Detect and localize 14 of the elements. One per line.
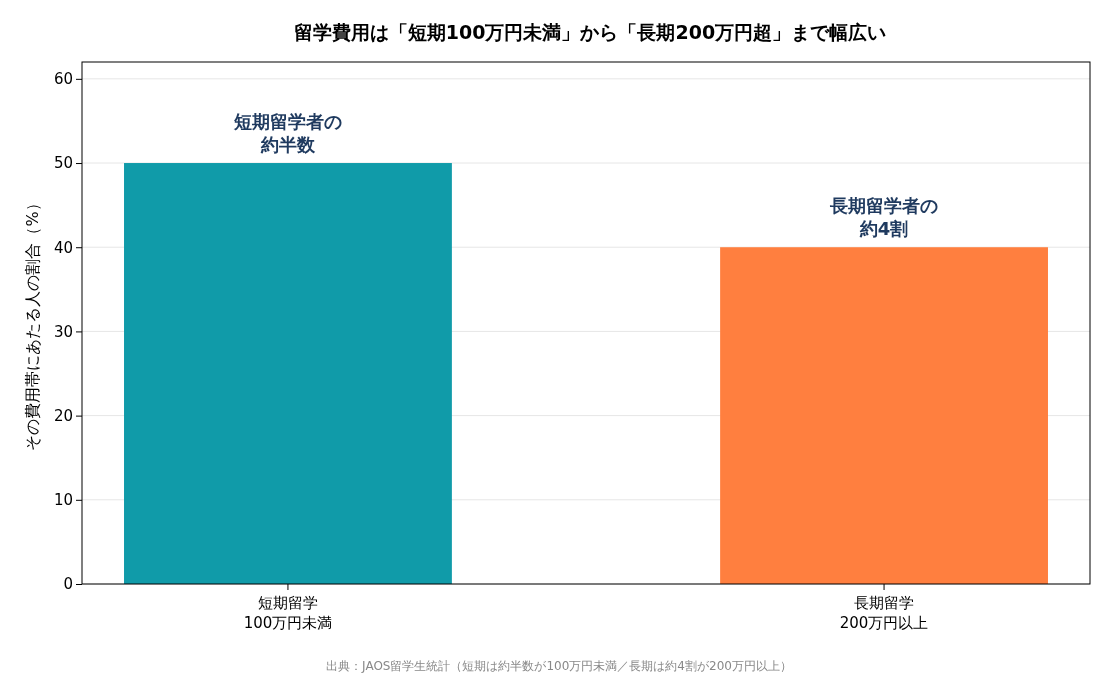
y-tick-label: 60 [53, 70, 73, 89]
y-tick-label: 50 [53, 154, 73, 173]
annotation: 短期留学者の約半数 [232, 111, 342, 156]
x-tick-label: 短期留学 100万円未満 [243, 594, 333, 632]
y-axis-title: その費用帯にあたる人の割合（%） [23, 195, 42, 451]
chart-title: 留学費用は「短期100万円未満」から「長期200万円超」まで幅広い [293, 21, 887, 43]
y-tick-label: 10 [53, 491, 73, 510]
y-tick-label: 20 [53, 406, 73, 425]
y-tick-label: 30 [53, 322, 73, 341]
y-tick-label: 40 [53, 238, 73, 257]
x-tick-label: 長期留学 200万円以上 [839, 594, 929, 632]
y-tick-label: 0 [63, 575, 73, 594]
source-note: 出典：JAOS留学生統計（短期は約半数が100万円未満／長期は約4割が200万円以上） [326, 659, 792, 673]
annotation: 長期留学者の約4割 [829, 195, 939, 240]
